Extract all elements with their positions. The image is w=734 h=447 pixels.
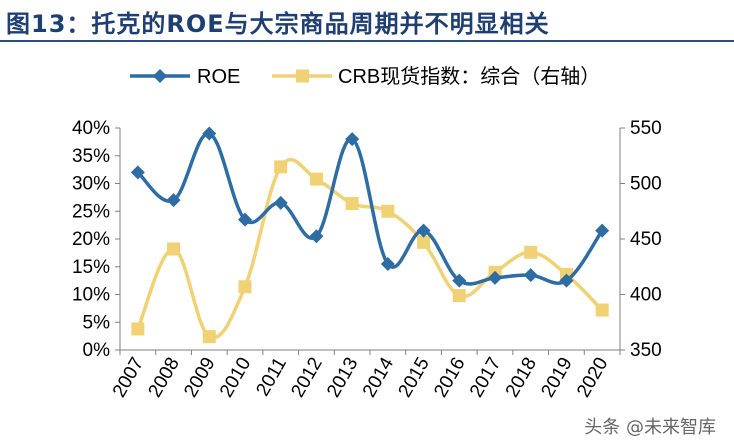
x-tick-label: 2020 [573,354,612,401]
figure-title: 图13：托克的ROE与大宗商品周期并不明显相关 [6,10,550,38]
x-tick-label: 2007 [109,354,148,401]
x-tick-label: 2012 [287,354,326,401]
axes: 0% 5% 10% 15% 20% 25% 30% 35% 40% 350 400 450 500 550… [72,118,662,401]
x-tick-label: 2018 [502,354,541,401]
legend: ROE CRB现货指数：综合（右轴） [130,65,600,88]
roe-point [238,212,252,227]
x-tick-label: 2010 [216,354,255,401]
x-tick-label: 2011 [252,354,291,400]
crb-point [202,330,216,344]
crb-point [309,172,323,186]
legend-roe-marker [153,69,167,83]
roe-point [488,270,502,285]
watermark: 头条 @未来智库 [584,417,716,438]
title-divider [0,40,734,42]
crb-point [452,289,466,303]
roe-point [380,256,395,271]
legend-crb-marker [296,69,309,83]
legend-crb-label: CRB现货指数：综合（右轴） [338,65,600,88]
legend-roe-label: ROE [197,66,240,88]
x-tick-label: 2016 [430,354,469,401]
roe-point [416,223,431,238]
y-right-tick-label: 450 [630,229,662,250]
crb-point [381,204,395,218]
crb-point [524,245,538,259]
y-left-tick-label: 10% [72,285,110,306]
roe-series [130,126,610,288]
roe-point [166,193,181,208]
crb-point [131,322,145,336]
y-left-tick-label: 25% [72,201,110,222]
roe-point [452,273,467,288]
y-right-tick-label: 550 [630,118,662,139]
crb-point [595,303,609,317]
y-right-tick-label: 500 [630,174,662,195]
crb-point [345,196,359,210]
crb-series [131,158,609,344]
x-tick-label: 2017 [466,354,505,401]
roe-point [345,132,360,147]
crb-point [417,235,431,249]
crb-point [274,160,288,174]
roe-point [559,273,574,288]
roe-point [273,195,288,210]
x-tick-label: 2008 [145,354,184,401]
y-right-tick-label: 400 [630,285,662,306]
y-left-tick-label: 30% [72,174,110,195]
roe-point [309,229,324,244]
y-left-tick-label: 40% [72,118,110,139]
roe-line [136,131,604,286]
y-left-tick-label: 35% [72,146,110,167]
series-layer [130,126,610,344]
y-right-tick-label: 350 [630,340,662,361]
y-left-tick-label: 0% [83,340,111,361]
roe-point [130,165,145,180]
x-tick-label: 2014 [359,354,399,401]
roe-point [202,126,217,141]
x-tick-label: 2009 [180,354,219,401]
x-tick-label: 2019 [537,354,576,401]
x-tick-label: 2015 [395,354,434,401]
y-left-tick-label: 15% [72,257,110,278]
x-tick-label: 2013 [323,354,362,401]
y-left-tick-label: 20% [72,229,110,250]
crb-point [167,242,181,256]
y-left-tick-label: 5% [83,312,111,333]
crb-point [238,280,252,294]
roe-point [523,268,538,283]
title-bar: 图13：托克的ROE与大宗商品周期并不明显相关 [0,0,734,44]
roe-point [595,223,610,238]
